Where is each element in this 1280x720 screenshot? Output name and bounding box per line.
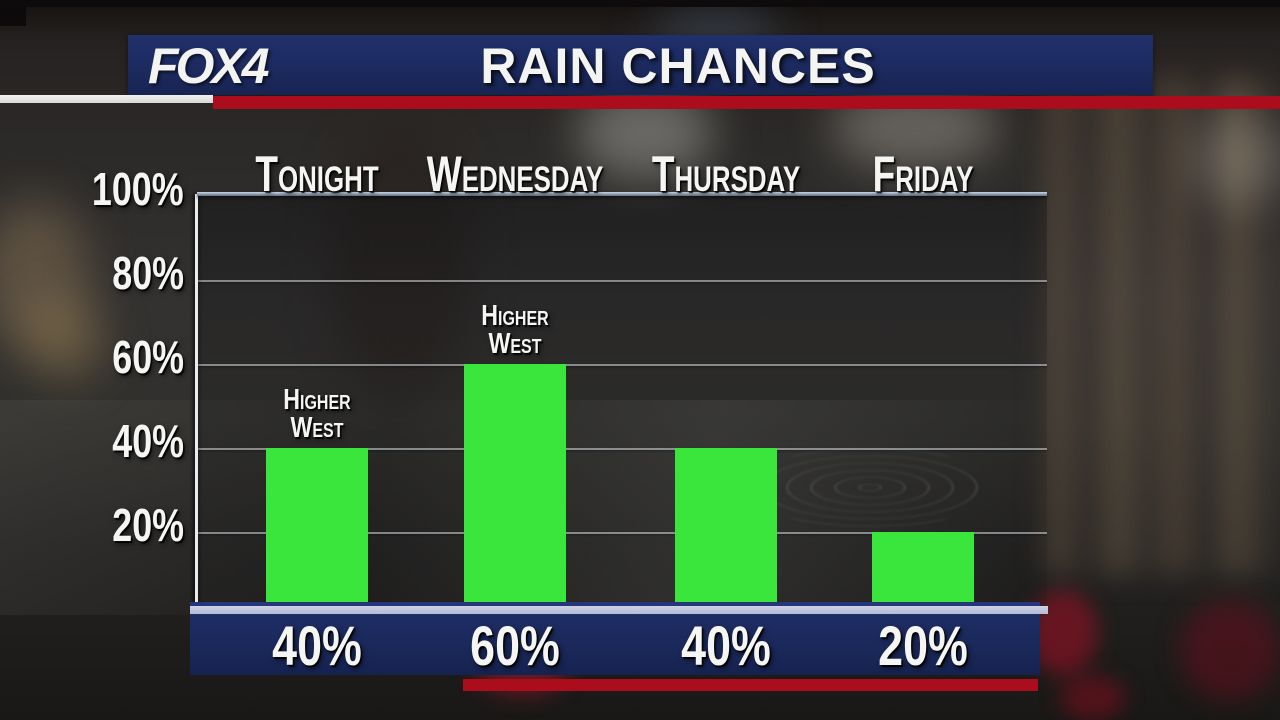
values-banner-underline-red (463, 679, 1038, 691)
value-label: 40% (261, 614, 373, 677)
bar-annotation-text: West (488, 328, 542, 360)
value-label-text: 60% (470, 614, 560, 677)
bokeh-blob (1190, 110, 1280, 205)
baseline-navy-edge (190, 602, 1040, 606)
bar-annotation-text: West (290, 412, 344, 444)
category-label: Wednesday (396, 148, 634, 200)
header-banner: FOX4 RAIN CHANCES (128, 35, 1153, 95)
gridline (197, 364, 1047, 366)
bar-annotation: Higher West (275, 384, 359, 444)
rain-chance-bar (464, 364, 566, 616)
red-flower-blob (1060, 675, 1125, 720)
puddle-reflection (0, 400, 1280, 615)
y-axis-tick-text: 60% (112, 331, 184, 383)
y-axis-line (195, 194, 198, 616)
gridline-100pct (197, 192, 1047, 196)
category-label: Thursday (626, 148, 826, 200)
value-label: 40% (670, 614, 782, 677)
y-axis-tick-text: 80% (112, 247, 184, 299)
bokeh-blob (25, 300, 105, 380)
y-axis-tick-text: 20% (112, 499, 184, 551)
value-label-text: 40% (681, 614, 771, 677)
bar-annotation-text: Higher (283, 384, 351, 416)
header-underline-white (0, 95, 213, 103)
category-label: Friday (855, 148, 991, 200)
bar-annotation-line: Higher (473, 300, 557, 332)
bar-annotation-text: Higher (481, 300, 549, 332)
y-axis-tick-text: 100% (92, 163, 184, 215)
category-label-text: Tonight (255, 146, 379, 202)
bokeh-blob (330, 120, 470, 400)
bar-annotation-line: West (275, 412, 359, 444)
values-banner: 40% 60% 40% 20% (190, 614, 1040, 677)
value-label: 60% (459, 614, 571, 677)
fox4-logo: FOX4 (148, 38, 270, 94)
value-label-text: 20% (878, 614, 968, 677)
category-label-text: Thursday (651, 146, 801, 202)
background-blur-strips (1045, 75, 1280, 575)
bar-annotation-line: Higher (275, 384, 359, 416)
y-axis-tick-label: 60% (34, 334, 184, 380)
puddle-ripples (755, 445, 985, 530)
y-axis-tick-label: 100% (34, 166, 184, 212)
bar-annotation: Higher West (473, 300, 557, 360)
red-flower-blob (1180, 600, 1280, 700)
gridline (197, 280, 1047, 282)
y-axis-tick-label: 80% (34, 250, 184, 296)
y-axis-tick-label: 40% (34, 418, 184, 464)
page-title: RAIN CHANCES (480, 38, 876, 94)
header-underline-red (213, 96, 1280, 109)
top-dark-strip (0, 0, 1280, 7)
baseline (190, 606, 1048, 614)
category-label-text: Friday (872, 146, 974, 202)
value-label: 20% (867, 614, 979, 677)
bar-annotation-line: West (473, 328, 557, 360)
rain-chance-bar (266, 448, 368, 616)
gridline (197, 448, 1047, 450)
gridline (197, 532, 1047, 534)
rain-chance-bar (675, 448, 777, 616)
category-label-text: Wednesday (426, 146, 604, 202)
category-label: Tonight (234, 148, 401, 200)
value-label-text: 40% (272, 614, 362, 677)
y-axis-tick-label: 20% (34, 502, 184, 548)
y-axis-tick-text: 40% (112, 415, 184, 467)
chart-plot-area: Higher West Higher West (197, 194, 1047, 616)
bokeh-blob (0, 200, 90, 350)
